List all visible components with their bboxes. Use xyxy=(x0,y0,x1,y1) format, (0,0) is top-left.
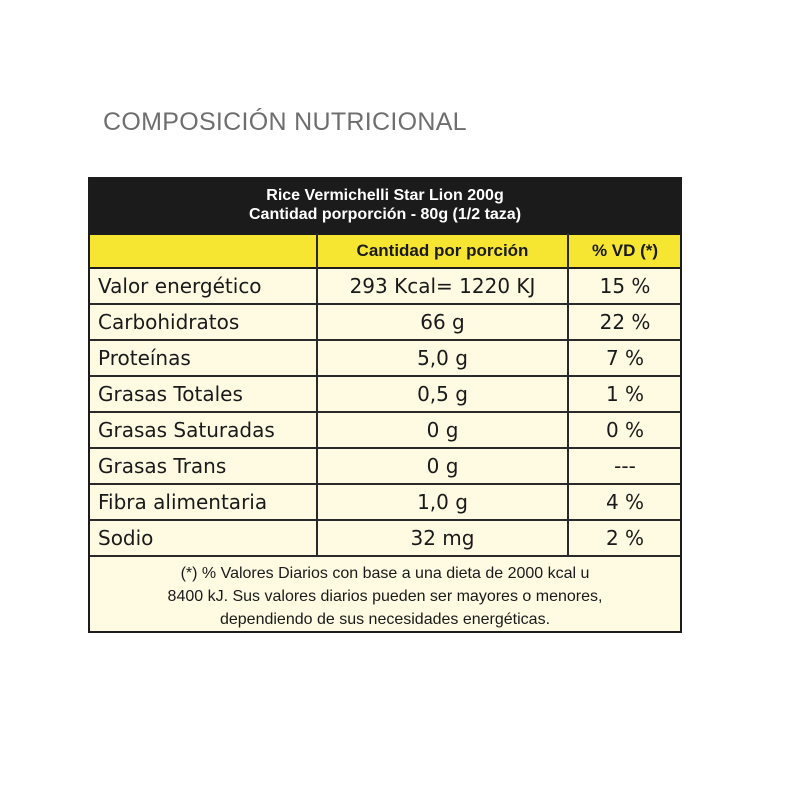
column-divider xyxy=(567,233,569,557)
nutrient-name: Fibra alimentaria xyxy=(98,490,268,514)
nutrition-table: Rice Vermichelli Star Lion 200g Cantidad… xyxy=(88,177,682,633)
page-title: COMPOSICIÓN NUTRICIONAL xyxy=(103,108,467,136)
nutrient-name: Carbohidratos xyxy=(98,310,240,334)
nutrient-name: Valor energético xyxy=(98,274,262,298)
nutrient-vd: 1 % xyxy=(605,382,645,406)
table-row: Carbohidratos 66 g 22 % xyxy=(90,305,680,341)
nutrient-amount: 66 g xyxy=(420,310,465,334)
footnote-line: 8400 kJ. Sus valores diarios pueden ser … xyxy=(167,588,603,605)
nutrient-name: Grasas Saturadas xyxy=(98,418,275,442)
nutrient-vd: --- xyxy=(614,454,636,478)
nutrient-name: Grasas Trans xyxy=(98,454,227,478)
table-row: Grasas Trans 0 g --- xyxy=(90,449,680,485)
nutrient-vd: 15 % xyxy=(599,274,651,298)
product-name: Rice Vermichelli Star Lion 200g xyxy=(266,187,504,204)
column-header-vd: % VD (*) xyxy=(591,241,659,260)
nutrient-amount: 0,5 g xyxy=(417,382,468,406)
serving-size: Cantidad porporción - 80g (1/2 taza) xyxy=(248,206,522,223)
column-divider xyxy=(316,233,318,557)
footnote-line: dependiendo de sus necesidades energétic… xyxy=(219,611,551,628)
table-row: Fibra alimentaria 1,0 g 4 % xyxy=(90,485,680,521)
column-header-row: Cantidad por porción % VD (*) xyxy=(90,233,680,269)
footnote: (*) % Valores Diarios con base a una die… xyxy=(90,557,680,631)
table-row: Valor energético 293 Kcal= 1220 KJ 15 % xyxy=(90,269,680,305)
nutrient-amount: 293 Kcal= 1220 KJ xyxy=(349,274,536,298)
nutrient-name: Sodio xyxy=(98,526,154,550)
nutrient-amount: 0 g xyxy=(426,418,459,442)
nutrient-name: Grasas Totales xyxy=(98,382,243,406)
nutrient-vd: 22 % xyxy=(599,310,651,334)
table-row: Proteínas 5,0 g 7 % xyxy=(90,341,680,377)
footnote-line: (*) % Valores Diarios con base a una die… xyxy=(180,565,590,582)
table-row: Sodio 32 mg 2 % xyxy=(90,521,680,557)
nutrient-amount: 0 g xyxy=(426,454,459,478)
nutrient-vd: 0 % xyxy=(605,418,645,442)
nutrient-amount: 32 mg xyxy=(410,526,475,550)
column-header-amount: Cantidad por porción xyxy=(356,241,529,260)
nutrient-amount: 1,0 g xyxy=(417,490,468,514)
nutrient-name: Proteínas xyxy=(98,346,191,370)
column-header-nutrient xyxy=(98,235,318,267)
product-header: Rice Vermichelli Star Lion 200g Cantidad… xyxy=(90,179,680,233)
nutrient-vd: 4 % xyxy=(605,490,645,514)
nutrient-amount: 5,0 g xyxy=(417,346,468,370)
nutrient-vd: 2 % xyxy=(605,526,645,550)
table-row: Grasas Totales 0,5 g 1 % xyxy=(90,377,680,413)
table-row: Grasas Saturadas 0 g 0 % xyxy=(90,413,680,449)
nutrient-vd: 7 % xyxy=(605,346,645,370)
